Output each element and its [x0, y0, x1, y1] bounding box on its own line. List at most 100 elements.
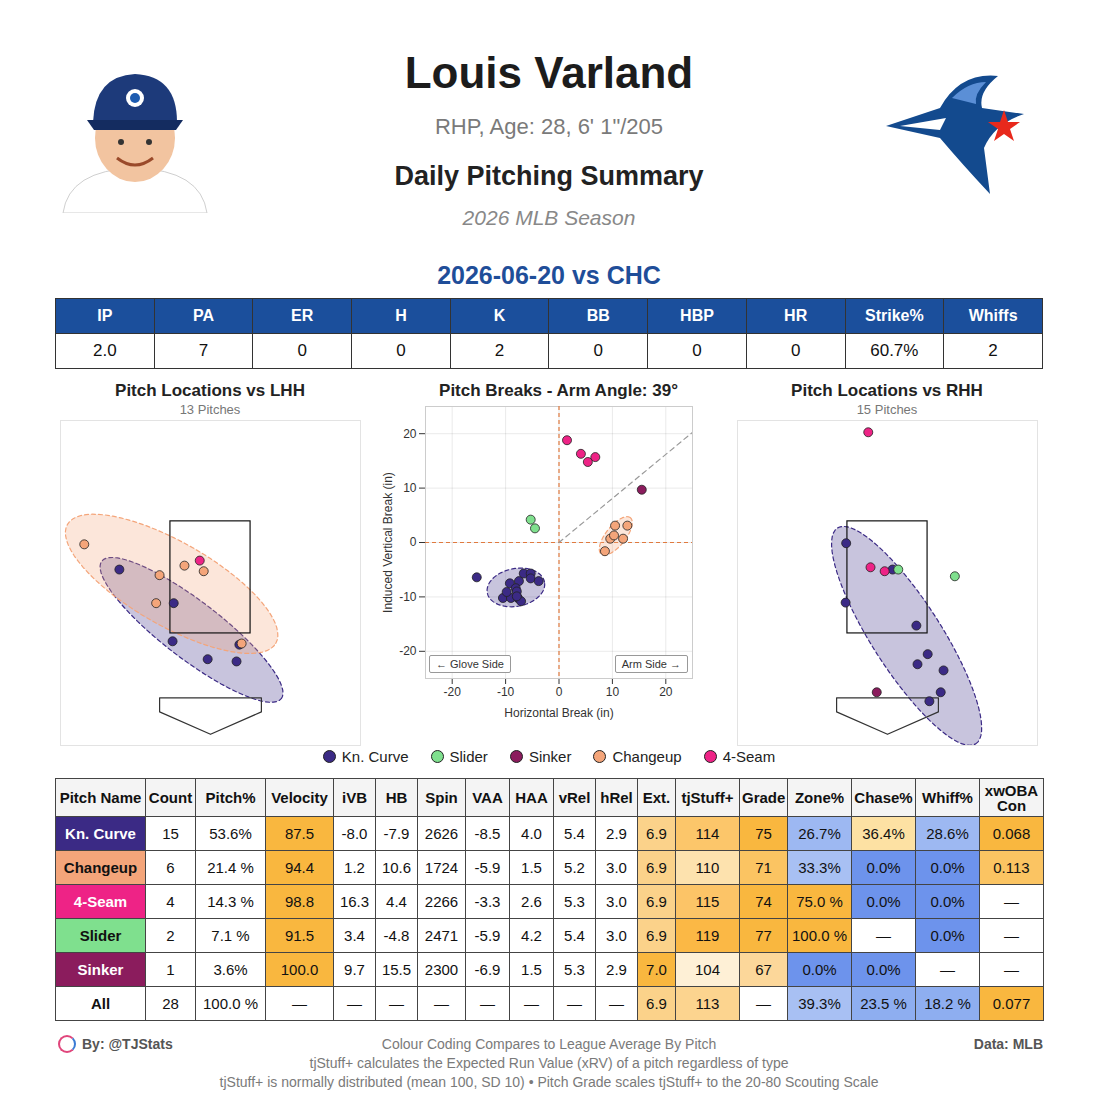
html-text:HR: HR	[784, 307, 808, 324]
html-text:Changeup: Changeup	[612, 748, 682, 765]
html-text:2.0: 2.0	[93, 341, 117, 360]
html-text:-7.9: -7.9	[383, 825, 410, 842]
html-text:5.4: 5.4	[564, 825, 585, 842]
html-text:tjStuff+: tjStuff+	[681, 789, 734, 806]
html-text:Pitch Breaks - Arm Angle: 39°: Pitch Breaks - Arm Angle: 39°	[439, 381, 678, 400]
html-text:53.6%: 53.6%	[209, 825, 252, 842]
html-text:114: 114	[695, 825, 720, 842]
html-text:15: 15	[162, 825, 179, 842]
html-text:110: 110	[695, 859, 720, 876]
html-text:0.0%: 0.0%	[866, 859, 901, 876]
html-text:Daily Pitching Summary: Daily Pitching Summary	[394, 161, 704, 191]
html-text:BB: BB	[586, 307, 610, 324]
html-text:87.5: 87.5	[284, 825, 315, 842]
html-text:2.9: 2.9	[606, 825, 627, 842]
svg-text:Induced Vertical Break (in): Induced Vertical Break (in)	[381, 472, 395, 613]
html-text:Grade: Grade	[742, 789, 786, 806]
html-text:1.5: 1.5	[521, 859, 542, 876]
html-text:26.7%: 26.7%	[798, 825, 841, 842]
html-text:28.6%: 28.6%	[926, 825, 969, 842]
html-text:5.3: 5.3	[564, 893, 585, 910]
html-text:33.3%: 33.3%	[798, 859, 841, 876]
html-text:0.113: 0.113	[993, 859, 1030, 876]
html-text:Louis Varland: Louis Varland	[404, 48, 694, 97]
svg-text:-20: -20	[399, 644, 417, 658]
html-text:94.4: 94.4	[284, 859, 315, 876]
html-text:60.7%: 60.7%	[870, 341, 919, 360]
html-text:71: 71	[755, 859, 772, 876]
html-text:-5.9: -5.9	[474, 859, 501, 876]
html-text:Pitch%: Pitch%	[205, 789, 256, 806]
html-text:74: 74	[755, 893, 772, 910]
html-text:1.2: 1.2	[344, 859, 365, 876]
html-text:2.6: 2.6	[521, 893, 542, 910]
svg-text:20: 20	[659, 685, 673, 699]
html-text:Count: Count	[148, 789, 193, 806]
html-text:Chase%: Chase%	[854, 789, 913, 806]
svg-text:Horizontal Break (in): Horizontal Break (in)	[504, 706, 613, 720]
html-text:115: 115	[695, 893, 720, 910]
html-text:2626: 2626	[424, 825, 459, 842]
html-text:36.4%: 36.4%	[862, 825, 905, 842]
svg-text:10: 10	[403, 481, 417, 495]
html-text:Kn. Curve: Kn. Curve	[341, 748, 409, 765]
html-text:4.4: 4.4	[386, 893, 407, 910]
html-text:0.0%: 0.0%	[930, 859, 965, 876]
html-text:Whiffs: Whiffs	[968, 307, 1018, 324]
html-text:Changeup: Changeup	[63, 859, 138, 876]
html-text:iVB: iVB	[342, 789, 367, 806]
html-text:ER: ER	[291, 307, 314, 324]
html-text:Zone%: Zone%	[794, 789, 845, 806]
html-text:3.0: 3.0	[606, 859, 627, 876]
html-text:PA: PA	[193, 307, 214, 324]
svg-text:10: 10	[606, 685, 620, 699]
html-text:4-Seam: 4-Seam	[73, 893, 128, 910]
html-text:2026 MLB Season: 2026 MLB Season	[462, 206, 636, 229]
html-text:HBP: HBP	[680, 307, 714, 324]
html-text:75: 75	[755, 825, 772, 842]
html-text:6.9: 6.9	[646, 859, 667, 876]
html-text:Pitch Name: Pitch Name	[59, 789, 142, 806]
html-text:21.4 %: 21.4 %	[207, 859, 254, 876]
html-text:VAA: VAA	[472, 789, 503, 806]
html-text:Velocity: Velocity	[271, 789, 328, 806]
html-text:hRel: hRel	[600, 789, 633, 806]
svg-text:-20: -20	[444, 685, 462, 699]
html-text:10.6: 10.6	[381, 859, 412, 876]
html-text:Pitch Locations vs LHH: Pitch Locations vs LHH	[115, 381, 305, 400]
html-text:14.3 %: 14.3 %	[207, 893, 254, 910]
html-text:4.0: 4.0	[521, 825, 542, 842]
html-text:Spin: Spin	[425, 789, 458, 806]
html-text:2266: 2266	[424, 893, 459, 910]
html-text:vRel: vRel	[558, 789, 591, 806]
html-text:2026-06-20 vs CHC: 2026-06-20 vs CHC	[437, 261, 661, 289]
html-text:5.2: 5.2	[564, 859, 585, 876]
html-text:0.068: 0.068	[992, 825, 1031, 842]
html-text:HAA: HAA	[515, 789, 548, 806]
html-text:6.9: 6.9	[646, 893, 667, 910]
html-text:4-Seam: 4-Seam	[722, 748, 776, 765]
html-text:Slider: Slider	[449, 748, 488, 765]
html-text:HB: HB	[385, 789, 408, 806]
html-text:Strike%: Strike%	[865, 307, 924, 324]
html-text:-8.5: -8.5	[474, 825, 501, 842]
svg-text:0: 0	[410, 535, 417, 549]
html-text:Whiff%: Whiff%	[922, 789, 973, 806]
html-text:xwOBA Con: xwOBA Con	[984, 781, 1039, 814]
html-text:RHP, Age: 28, 6' 1"/205: RHP, Age: 28, 6' 1"/205	[434, 114, 663, 139]
html-text:98.8: 98.8	[284, 893, 315, 910]
html-text:1724: 1724	[424, 859, 459, 876]
svg-text:0: 0	[556, 685, 563, 699]
html-text:3.0: 3.0	[606, 893, 627, 910]
html-text:-3.3: -3.3	[474, 893, 501, 910]
html-text:Ext.: Ext.	[642, 789, 671, 806]
html-text:6.9: 6.9	[646, 825, 667, 842]
html-text:-8.0: -8.0	[341, 825, 368, 842]
html-text:Kn. Curve: Kn. Curve	[65, 825, 136, 842]
html-text:Sinker: Sinker	[528, 748, 572, 765]
svg-text:-10: -10	[399, 590, 417, 604]
svg-text:-10: -10	[497, 685, 515, 699]
svg-text:20: 20	[403, 427, 417, 441]
html-text:Pitch Locations vs RHH: Pitch Locations vs RHH	[791, 381, 983, 400]
html-text:16.3: 16.3	[339, 893, 370, 910]
